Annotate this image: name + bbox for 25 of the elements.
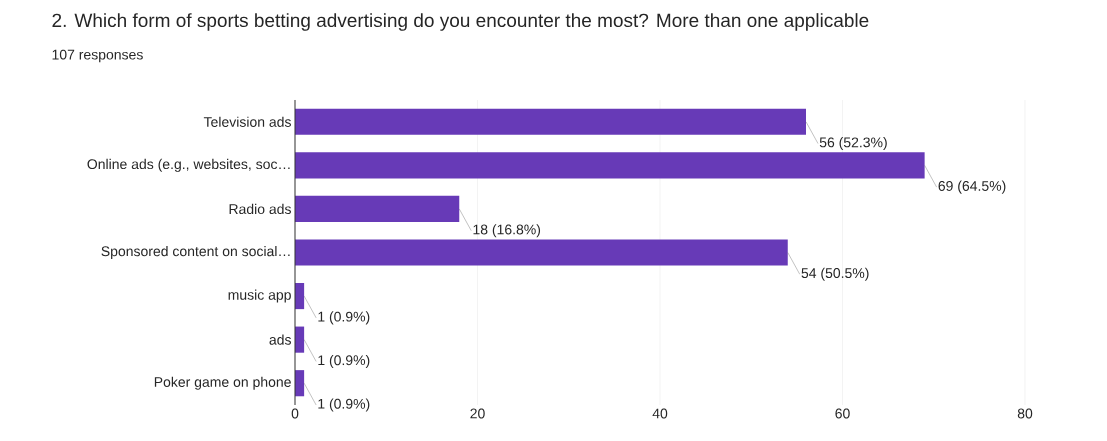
x-tick-label: 80: [1017, 408, 1033, 419]
y-tick-label: music app: [228, 289, 291, 303]
y-tick-label: Sponsored content on social…: [101, 245, 290, 260]
data-label: 56 (52.3%): [819, 137, 887, 151]
data-label: 69 (64.5%): [938, 180, 1006, 194]
y-tick-label: Television ads: [203, 116, 291, 127]
x-tick-label: 60: [835, 408, 850, 419]
y-tick-label: Online ads (e.g., websites, soc…: [87, 158, 290, 172]
data-label: 1 (0.9%): [318, 354, 370, 368]
bar: [295, 108, 806, 135]
text: 107 responses: [52, 49, 143, 63]
x-tick-label: 20: [470, 408, 485, 419]
chart-title: 2. Which form of sports betting advertising do you encounter the most? More than one applicable: [52, 13, 869, 31]
bar: [295, 152, 925, 179]
data-label: 54 (50.5%): [801, 267, 869, 281]
data-label: 1 (0.9%): [318, 398, 370, 412]
y-tick-label: Radio ads: [229, 203, 291, 215]
y-tick-label: Poker game on phone: [154, 376, 291, 390]
x-tick-label: 0: [291, 408, 299, 419]
bar: [295, 239, 788, 266]
data-label: 1 (0.9%): [318, 311, 370, 325]
x-tick-label: 40: [652, 408, 668, 419]
data-label: 18 (16.8%): [473, 224, 541, 238]
bar: [295, 195, 460, 222]
y-tick-label: ads: [269, 334, 291, 345]
